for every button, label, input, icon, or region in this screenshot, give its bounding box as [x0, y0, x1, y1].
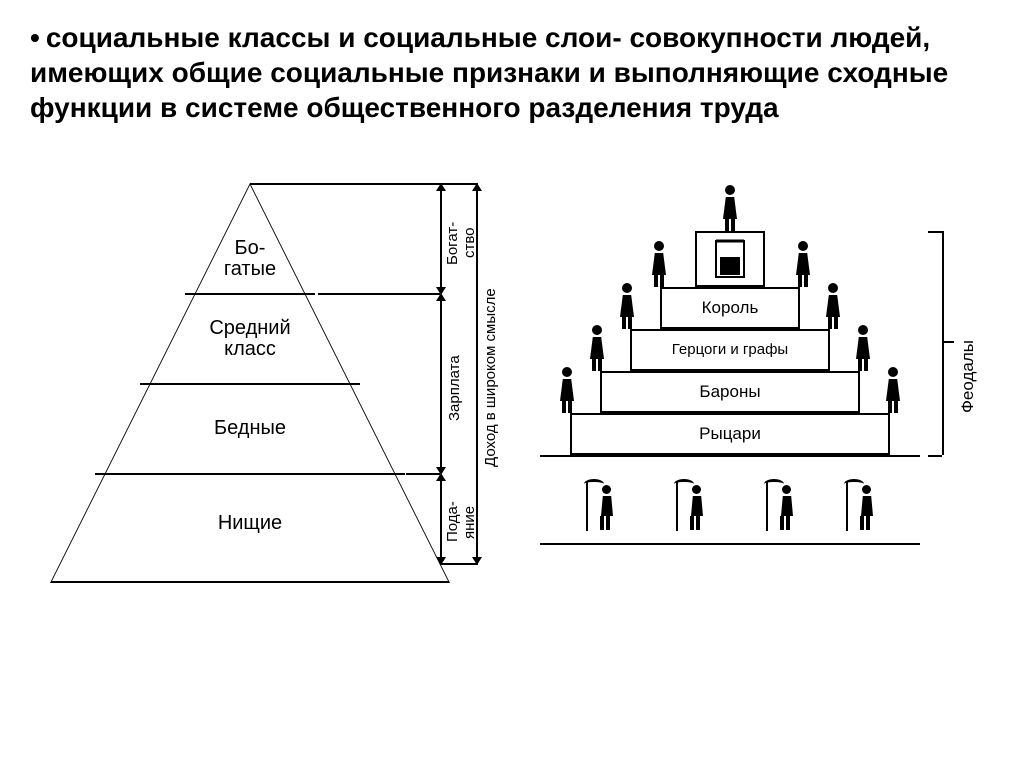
- guide: [440, 183, 478, 185]
- tier-divider-1: [185, 293, 315, 295]
- tier-label: Герцоги и графы: [672, 342, 788, 359]
- tier-king: Король: [660, 287, 800, 329]
- king-figure-icon: [719, 185, 741, 233]
- l: класс: [224, 338, 276, 360]
- bracket-label-alms: Пода-яние: [444, 485, 478, 559]
- peasant-icon: [590, 485, 624, 539]
- l: Нищие: [218, 512, 282, 534]
- feudal-bracket-top: [928, 231, 942, 233]
- figure-icon: [882, 367, 904, 415]
- bullet-icon: •: [30, 20, 40, 55]
- tier-barons: Бароны: [600, 371, 860, 413]
- bracket-label-wealth: Богат-ство: [444, 199, 478, 287]
- l: Богат-: [444, 221, 461, 264]
- l: Пода-: [444, 502, 461, 543]
- tier-label-rich: Бо- гатые: [205, 238, 295, 280]
- figure-icon: [616, 283, 638, 331]
- figure-icon: [556, 367, 578, 415]
- b-wealth: [440, 187, 442, 289]
- tier-divider-2: [140, 383, 360, 385]
- diagrams-row: Бо- гатые Средний класс Бедные Нищие Бог…: [30, 143, 994, 603]
- bracket-label-salary: Зарплата: [446, 333, 463, 443]
- peasant-icon: [680, 485, 714, 539]
- throne-icon: [710, 237, 750, 281]
- tier-label: Король: [702, 298, 759, 318]
- tier-dukes: Герцоги и графы: [630, 329, 830, 371]
- tier-knights: Рыцари: [570, 413, 890, 455]
- l: гатые: [224, 258, 276, 280]
- figure-icon: [852, 325, 874, 373]
- tier-label-destitute: Нищие: [190, 513, 310, 534]
- l: Бедные: [214, 417, 286, 439]
- peasant-icon: [850, 485, 884, 539]
- feudal-bracket-mid: [944, 341, 954, 343]
- figure-icon: [822, 283, 844, 331]
- feudal-side-label: Феодалы: [958, 283, 978, 413]
- tier-divider-3: [95, 473, 405, 475]
- figure-icon: [648, 241, 670, 289]
- l: Бо-: [235, 237, 266, 259]
- ground-line-bottom: [540, 543, 920, 545]
- tier-label: Бароны: [699, 382, 760, 402]
- b-salary: [440, 297, 442, 469]
- guide: [318, 293, 440, 295]
- ground-line: [540, 455, 920, 457]
- feudal-bracket-bot: [928, 455, 942, 457]
- feudal-hierarchy: Рыцари Бароны Герцоги и графы Король: [530, 83, 1000, 573]
- peasant-icon: [770, 485, 804, 539]
- tier-throne: [695, 231, 765, 287]
- tier-label-middle: Средний класс: [180, 318, 320, 360]
- guide: [440, 563, 478, 565]
- feudal-bracket-v: [942, 231, 944, 455]
- figure-icon: [792, 241, 814, 289]
- l: Средний: [209, 317, 290, 339]
- b-full: [476, 187, 478, 559]
- income-pyramid: Бо- гатые Средний класс Бедные Нищие Бог…: [30, 143, 510, 603]
- bracket-label-income: Доход в широком смысле: [482, 253, 499, 503]
- figure-icon: [586, 325, 608, 373]
- arrow-up-icon: [436, 293, 446, 301]
- tier-label-poor: Бедные: [190, 418, 310, 439]
- guide: [406, 473, 440, 475]
- tier-label: Рыцари: [699, 424, 761, 444]
- guide: [250, 183, 440, 185]
- arrow-up-icon: [436, 473, 446, 481]
- b-alms: [440, 477, 442, 559]
